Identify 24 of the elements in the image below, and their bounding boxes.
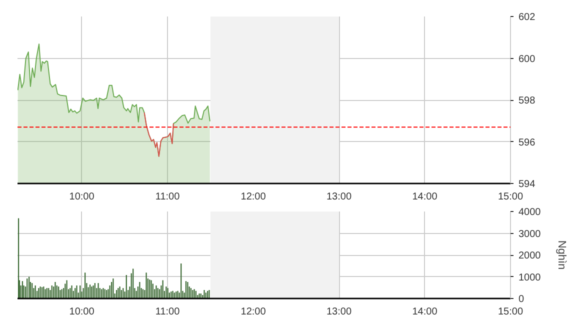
y-tick-label: 594 — [518, 179, 536, 190]
y-tick-label: 2000 — [518, 250, 542, 262]
y-tick-label: 600 — [518, 54, 536, 65]
x-tick-label: 12:00 — [240, 306, 266, 318]
y-tick-label: 4000 — [518, 207, 542, 218]
y-tick-label: 598 — [518, 96, 536, 106]
y-tick-label: 596 — [518, 137, 536, 148]
x-tick-label: 10:00 — [69, 192, 95, 202]
x-tick-label: 11:00 — [155, 306, 180, 318]
x-tick-label: 12:00 — [240, 192, 266, 202]
y-tick-label: 0 — [518, 294, 524, 305]
x-tick-label: 15:00 — [498, 192, 524, 202]
y-tick-label: 602 — [518, 12, 536, 23]
x-tick-label: 14:00 — [412, 192, 438, 202]
x-tick-label: 11:00 — [155, 192, 180, 202]
y-axis-title: Nghìn — [556, 240, 568, 270]
x-tick-label: 14:00 — [412, 306, 438, 318]
x-tick-label: 15:00 — [498, 306, 524, 318]
x-tick-label: 13:00 — [326, 306, 352, 318]
line-series — [144, 112, 174, 157]
x-tick-label: 10:00 — [69, 306, 95, 318]
y-tick-label: 3000 — [518, 228, 542, 240]
x-tick-label: 13:00 — [326, 192, 352, 202]
y-tick-label: 1000 — [518, 272, 542, 284]
